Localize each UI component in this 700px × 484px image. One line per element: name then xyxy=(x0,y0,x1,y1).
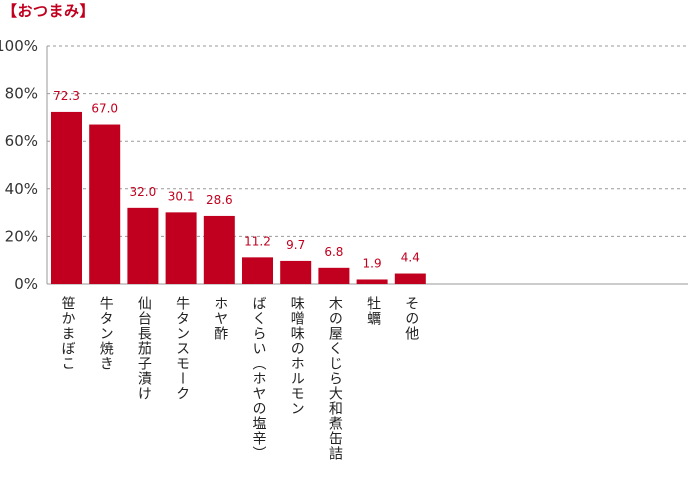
bar xyxy=(356,279,388,284)
y-tick-label: 40% xyxy=(5,180,38,198)
category-label: その他 xyxy=(403,296,420,341)
bar xyxy=(242,257,273,284)
bar xyxy=(394,273,426,284)
data-label: 1.9 xyxy=(363,256,382,270)
y-tick-label: 100% xyxy=(0,37,38,55)
data-label: 32.0 xyxy=(130,185,157,199)
category-label: 牡蠣 xyxy=(365,296,382,326)
data-label: 4.4 xyxy=(401,251,420,265)
category-label: 牛タン焼き xyxy=(97,296,114,371)
category-label: ばくらい（ホヤの塩辛） xyxy=(250,296,267,461)
category-label: 仙台長茄子漬け xyxy=(135,296,152,401)
y-tick-label: 60% xyxy=(5,132,38,150)
data-label: 11.2 xyxy=(244,234,271,248)
bar xyxy=(203,215,235,284)
data-label: 67.0 xyxy=(91,102,118,116)
y-tick-label: 80% xyxy=(5,85,38,103)
data-label: 9.7 xyxy=(286,238,305,252)
category-label: 牛タンスモーク xyxy=(174,296,191,401)
bar xyxy=(127,207,159,284)
category-label: 味噌味のホルモン xyxy=(288,296,305,416)
data-label: 6.8 xyxy=(324,245,343,259)
bar xyxy=(318,267,350,284)
bar xyxy=(280,260,312,284)
category-label: 木の屋くじら大和煮缶詰 xyxy=(326,296,343,461)
y-tick-label: 20% xyxy=(5,227,38,245)
data-label: 28.6 xyxy=(206,193,233,207)
y-tick-label: 0% xyxy=(14,275,38,293)
category-label: ホヤ酢 xyxy=(212,296,229,341)
chart-title: 【おつまみ】 xyxy=(2,2,96,20)
bar xyxy=(89,124,121,284)
data-label: 72.3 xyxy=(53,89,80,103)
data-label: 30.1 xyxy=(168,189,195,203)
bar xyxy=(165,212,197,284)
category-label: 笹かまぼこ xyxy=(59,296,76,371)
bar xyxy=(51,111,82,285)
